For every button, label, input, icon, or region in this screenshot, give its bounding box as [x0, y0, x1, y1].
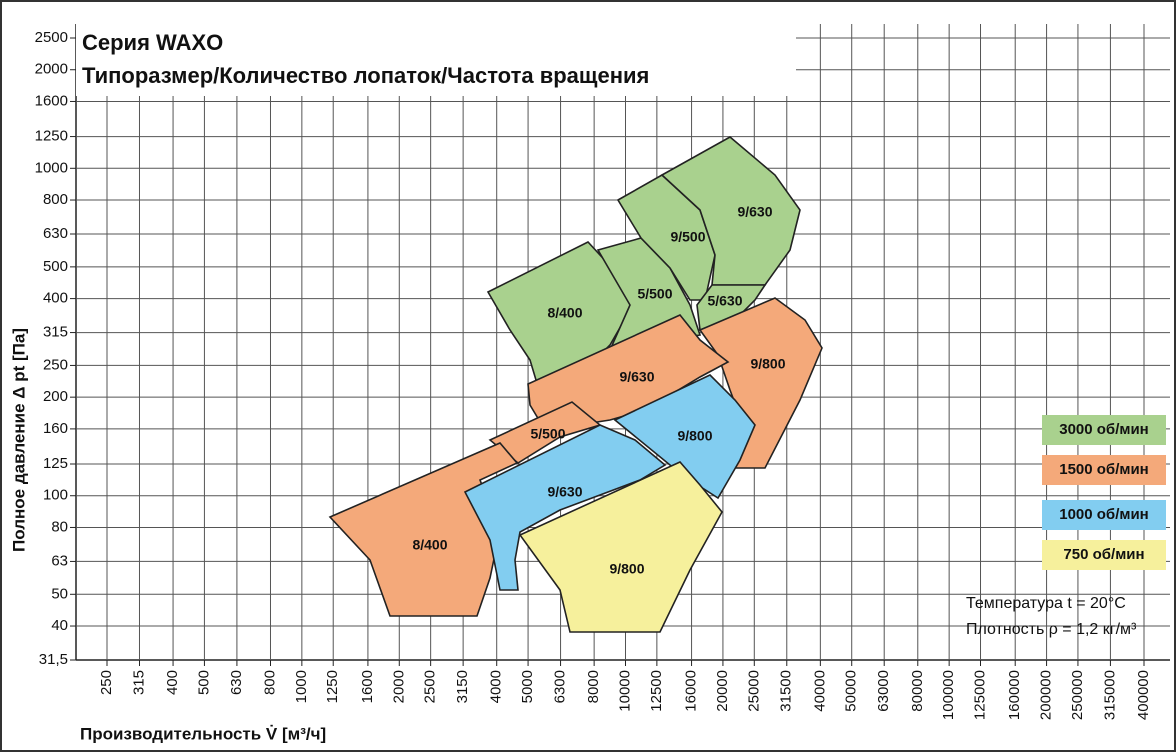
y-tick-label: 80	[51, 518, 68, 535]
x-tick-label: 1000	[293, 670, 310, 703]
x-tick-label: 400000	[1135, 670, 1152, 720]
region-label: 9/800	[750, 356, 785, 372]
region-label: 9/800	[677, 428, 712, 444]
annotation: Температура t = 20°C	[966, 595, 1126, 612]
x-tick-label: 400	[164, 670, 181, 695]
y-tick-label: 50	[51, 585, 68, 602]
x-tick-label: 80000	[909, 670, 926, 712]
region	[463, 424, 667, 591]
x-tick-label: 12500	[648, 670, 665, 712]
legend-swatch	[1042, 415, 1166, 445]
y-tick-label: 2000	[35, 61, 68, 78]
y-tick-label: 31,5	[39, 651, 68, 668]
legend-label: 1000 об/мин	[1059, 506, 1149, 523]
chart-title: Серия WAXO	[82, 30, 223, 55]
x-tick-label: 31500	[778, 670, 795, 712]
regions: 8/400 5/500 9/500 9/630 5/630 9/800 9/630 5/500…	[328, 136, 823, 633]
y-tick-label: 250	[43, 356, 68, 373]
region-label: 9/630	[737, 204, 772, 220]
region-label: 5/500	[530, 426, 565, 442]
y-tick-label: 500	[43, 258, 68, 275]
annotation: Плотность ρ = 1,2 кг/м³	[966, 621, 1137, 638]
x-tick-label: 10000	[616, 670, 633, 712]
y-tick-label: 2500	[35, 29, 68, 46]
x-tick-label: 100000	[940, 670, 957, 720]
x-tick-label: 3150	[454, 670, 471, 703]
x-tick-label: 16000	[683, 670, 700, 712]
y-tick-label: 630	[43, 225, 68, 242]
legend-swatch	[1042, 500, 1166, 530]
y-tick-label: 315	[43, 324, 68, 341]
region	[518, 461, 723, 633]
region	[698, 297, 823, 469]
x-tick-label: 40000	[811, 670, 828, 712]
y-tick-label: 1000	[35, 159, 68, 176]
legend-label: 750 об/мин	[1063, 546, 1144, 563]
y-tick-label: 400	[43, 290, 68, 307]
y-tick-label: 200	[43, 388, 68, 405]
y-axis-label: Полное давление Δ pt [Па]	[9, 328, 28, 552]
x-tick-label: 250000	[1069, 670, 1086, 720]
x-tick-label: 315000	[1101, 670, 1118, 720]
x-tick-label: 63000	[875, 670, 892, 712]
x-tick-label: 500	[195, 670, 212, 695]
x-tick-label: 800	[261, 670, 278, 695]
y-tick-label: 160	[43, 420, 68, 437]
title-box	[76, 24, 796, 96]
y-tick-label: 1250	[35, 128, 68, 145]
x-tick-label: 2000	[390, 670, 407, 703]
x-tick-label: 630	[228, 670, 245, 695]
y-tick-label: 40	[51, 617, 68, 634]
y-tick-label: 100	[43, 487, 68, 504]
region	[486, 241, 634, 412]
x-tick-label: 5000	[519, 670, 536, 703]
x-tick-label: 1250	[324, 670, 341, 703]
region	[660, 136, 801, 286]
legend-label: 3000 об/мин	[1059, 421, 1149, 438]
region-label: 9/800	[609, 561, 644, 577]
x-tick-label: 20000	[714, 670, 731, 712]
x-tick-label: 125000	[971, 670, 988, 720]
x-tick-label: 200000	[1038, 670, 1055, 720]
x-tick-label: 8000	[585, 670, 602, 703]
x-tick-label: 50000	[843, 670, 860, 712]
region-label: 8/400	[547, 305, 582, 321]
y-tick-label: 800	[43, 191, 68, 208]
x-tick-label: 250	[98, 670, 115, 695]
region-label: 8/400	[412, 537, 447, 553]
region-label: 9/500	[670, 229, 705, 245]
x-tick-label: 1600	[359, 670, 376, 703]
x-tick-label: 2500	[422, 670, 439, 703]
x-tick-label: 315	[130, 670, 147, 695]
x-tick-label: 25000	[745, 670, 762, 712]
legend-swatch	[1042, 540, 1166, 570]
region-label: 9/630	[619, 369, 654, 385]
y-tick-label: 125	[43, 455, 68, 472]
chart-subtitle: Типоразмер/Количество лопаток/Частота вр…	[82, 63, 649, 88]
x-tick-label: 4000	[488, 670, 505, 703]
region-label: 5/630	[707, 293, 742, 309]
region-label: 9/630	[547, 484, 582, 500]
x-axis-label: Производительность V̇ [м³/ч]	[80, 724, 326, 743]
legend-swatch	[1042, 455, 1166, 485]
x-tick-label: 160000	[1006, 670, 1023, 720]
x-tick-label: 6300	[552, 670, 569, 703]
y-tick-label: 63	[51, 552, 68, 569]
y-tick-label: 1600	[35, 92, 68, 109]
region-label: 5/500	[637, 286, 672, 302]
legend-label: 1500 об/мин	[1059, 461, 1149, 478]
